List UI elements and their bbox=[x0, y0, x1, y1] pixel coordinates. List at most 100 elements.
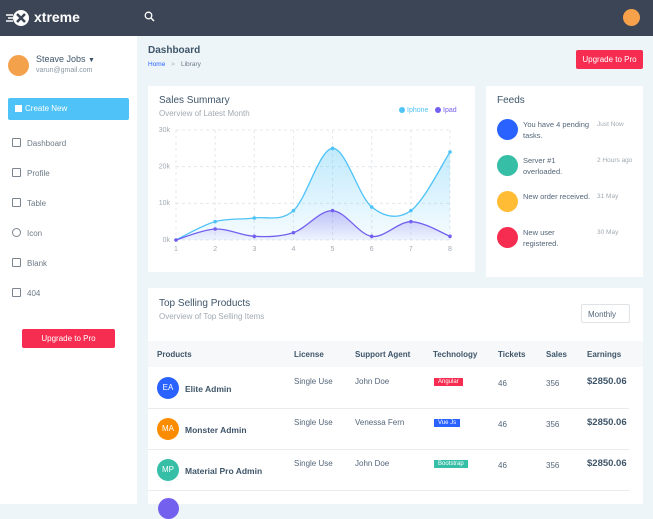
agent: John Doe bbox=[355, 459, 390, 468]
menu-icon bbox=[12, 198, 21, 207]
earnings: $2850.06 bbox=[587, 376, 627, 387]
technology-badge: Bootstrap bbox=[434, 460, 468, 468]
table-column-header: Sales bbox=[546, 350, 567, 359]
breadcrumb-home[interactable]: Home bbox=[148, 61, 166, 68]
menu-item[interactable]: Dashboard bbox=[27, 139, 67, 148]
feed-text: Server #1 overloaded. bbox=[523, 156, 563, 176]
technology-badge: Angular bbox=[434, 378, 463, 386]
logo-icon bbox=[6, 10, 29, 26]
menu-item[interactable]: Blank bbox=[27, 259, 48, 268]
agent: Venessa Fern bbox=[355, 418, 405, 427]
series-line bbox=[175, 210, 451, 241]
products-subtitle: Overview of Top Selling Items bbox=[159, 312, 265, 321]
chart-subtitle: Overview of Latest Month bbox=[159, 109, 250, 118]
x-tick-label: 1 bbox=[174, 246, 178, 253]
license: Single Use bbox=[294, 377, 333, 386]
user-avatar[interactable] bbox=[623, 9, 640, 26]
feed-time: Just Now bbox=[597, 121, 624, 128]
series-area bbox=[176, 148, 450, 240]
data-point bbox=[369, 205, 374, 209]
sidebar-upgrade-button[interactable]: Upgrade to Pro bbox=[22, 329, 115, 348]
products-title: Top Selling Products bbox=[159, 298, 251, 309]
user-name-text: Steave Jobs bbox=[36, 54, 86, 64]
filter-label: Monthly bbox=[588, 310, 617, 319]
data-point bbox=[213, 227, 217, 231]
avatar: MP bbox=[157, 459, 179, 481]
license: Single Use bbox=[294, 459, 333, 468]
menu-item[interactable]: Profile bbox=[27, 169, 50, 178]
data-point bbox=[330, 146, 335, 151]
x-tick-label: 8 bbox=[448, 246, 452, 253]
agent: John Doe bbox=[355, 377, 390, 386]
technology-badge: Vue Js bbox=[434, 419, 461, 427]
topbar: xtreme bbox=[0, 0, 653, 36]
row-divider bbox=[148, 408, 629, 409]
feed-icon bbox=[497, 227, 518, 248]
table-column-header: Tickets bbox=[498, 350, 526, 359]
sales: 356 bbox=[546, 461, 560, 470]
menu-icon bbox=[12, 288, 21, 297]
filter-select[interactable]: Monthly bbox=[581, 304, 630, 323]
header-upgrade-button[interactable]: Upgrade to Pro bbox=[576, 50, 643, 69]
create-button-label: Create New bbox=[25, 104, 68, 113]
earnings: $2850.06 bbox=[587, 417, 627, 428]
y-tick-label: 20k bbox=[159, 164, 171, 171]
license: Single Use bbox=[294, 418, 333, 427]
table-column-header: Earnings bbox=[587, 350, 622, 359]
data-point bbox=[252, 234, 257, 239]
menu-item[interactable]: 404 bbox=[27, 289, 41, 298]
data-point bbox=[174, 238, 178, 242]
product-name: Elite Admin bbox=[185, 384, 232, 394]
y-tick-label: 10k bbox=[159, 200, 171, 207]
table-column-header: Products bbox=[157, 350, 192, 359]
feed-icon bbox=[497, 119, 518, 140]
user-email: varun@gmail.com bbox=[36, 67, 93, 74]
series-line bbox=[175, 147, 451, 241]
search-icon[interactable] bbox=[144, 11, 155, 22]
menu-icon bbox=[12, 138, 21, 147]
partial-avatar bbox=[158, 498, 179, 519]
user-name[interactable]: Steave Jobs ▼ bbox=[36, 54, 95, 64]
x-tick-label: 7 bbox=[409, 246, 413, 253]
table-column-header: Technology bbox=[433, 350, 478, 359]
row-divider bbox=[148, 490, 629, 491]
data-point bbox=[330, 208, 335, 213]
profile-avatar bbox=[8, 55, 29, 76]
data-point bbox=[369, 234, 374, 239]
breadcrumb-separator: > bbox=[171, 61, 175, 68]
series-area bbox=[176, 210, 450, 240]
x-tick-label: 6 bbox=[370, 246, 374, 253]
feed-icon bbox=[497, 155, 518, 176]
page-title: Dashboard bbox=[148, 45, 201, 56]
row-divider bbox=[148, 449, 629, 450]
menu-icon bbox=[12, 258, 21, 267]
legend-label: Iphone bbox=[407, 107, 429, 114]
chart: 0k 10k 20k 30k 1 2 3 4 5 6 7 8 Iphone Ipad bbox=[159, 107, 457, 253]
legend-marker bbox=[435, 107, 441, 113]
tickets: 46 bbox=[498, 379, 507, 388]
table-header bbox=[148, 341, 643, 367]
menu-icon bbox=[12, 168, 21, 177]
table-column-header: License bbox=[294, 350, 324, 359]
feed-time: 31 May bbox=[597, 193, 619, 200]
brand: xtreme bbox=[34, 9, 80, 25]
x-tick-label: 4 bbox=[291, 246, 295, 253]
create-button[interactable]: Create New bbox=[8, 98, 129, 120]
feeds-card: Feeds You have 4 pending tasks. Just Now S… bbox=[486, 86, 643, 277]
data-point bbox=[409, 219, 413, 224]
product-name: Monster Admin bbox=[185, 425, 247, 435]
avatar: EA bbox=[157, 377, 179, 399]
breadcrumb-current: Library bbox=[181, 61, 201, 68]
chart-title: Sales Summary bbox=[159, 95, 230, 106]
table-column-header: Support Agent bbox=[355, 350, 411, 359]
data-point bbox=[448, 150, 452, 154]
earnings: $2850.06 bbox=[587, 458, 627, 469]
data-point bbox=[291, 230, 296, 235]
menu-item[interactable]: Icon bbox=[27, 229, 43, 238]
menu-icon bbox=[12, 228, 21, 237]
avatar: MA bbox=[157, 418, 179, 440]
tickets: 46 bbox=[498, 420, 507, 429]
menu-item[interactable]: Table bbox=[27, 199, 47, 208]
feed-time: 30 May bbox=[597, 229, 619, 236]
